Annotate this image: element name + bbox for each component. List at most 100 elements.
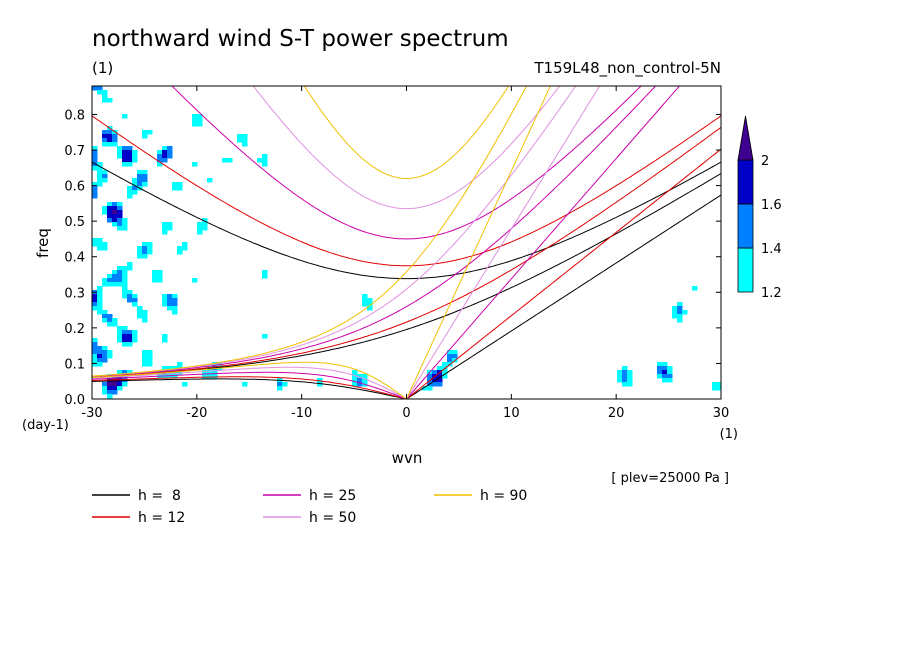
contour-cell: [107, 278, 113, 283]
contour-cell: [102, 206, 108, 211]
contour-cell: [97, 238, 103, 243]
contour-cell: [127, 330, 133, 335]
contour-cell: [92, 194, 98, 199]
contour-cell: [97, 182, 103, 187]
contour-cell: [677, 310, 683, 315]
contour-cell: [127, 186, 133, 191]
chart-subtitle-left: (1): [92, 59, 113, 77]
contour-cell: [107, 218, 113, 223]
contour-cell: [622, 366, 628, 371]
contour-cell: [102, 278, 108, 283]
contour-cell: [127, 342, 133, 347]
contour-cell: [112, 218, 118, 223]
contour-cell: [192, 118, 198, 123]
contour-cell: [167, 366, 173, 371]
contour-cell: [662, 370, 668, 375]
contour-cell: [117, 270, 123, 275]
contour-cell: [102, 358, 108, 363]
contour-cell: [137, 182, 143, 187]
contour-cell: [127, 262, 133, 267]
contour-cell: [117, 330, 123, 335]
contour-cell: [662, 378, 668, 383]
plot-area: [91, 85, 722, 400]
contour-cell: [117, 326, 123, 331]
contour-cell: [107, 394, 113, 399]
contour-cell: [442, 362, 448, 367]
colorbar-label: 2: [761, 154, 769, 169]
contour-cell: [97, 170, 103, 175]
contour-cell: [197, 226, 203, 231]
contour-cell: [132, 334, 138, 339]
contour-cell: [112, 134, 118, 139]
contour-cell: [237, 134, 243, 139]
contour-cell: [122, 382, 128, 387]
contour-cell: [237, 138, 243, 143]
contour-cell: [132, 302, 138, 307]
contour-cell: [197, 118, 203, 123]
contour-cell: [102, 310, 108, 315]
contour-cell: [207, 374, 213, 379]
contour-cell: [112, 274, 118, 279]
contour-cell: [92, 302, 98, 307]
curve-mrg-h50: [92, 86, 577, 377]
contour-cell: [147, 354, 153, 359]
y-tick-label: 0.7: [64, 144, 85, 159]
contour-cell: [107, 350, 113, 355]
contour-cell: [152, 270, 158, 275]
contour-cell: [102, 130, 108, 135]
contour-cell: [667, 374, 673, 379]
contour-cell: [167, 306, 173, 311]
contour-cell: [447, 350, 453, 355]
contour-cell: [142, 246, 148, 251]
x-tick-label: 10: [503, 406, 520, 421]
contour-cell: [242, 142, 248, 147]
contour-cell: [122, 218, 128, 223]
contour-cell: [107, 98, 113, 103]
contour-cell: [92, 362, 98, 367]
contour-cell: [132, 186, 138, 191]
contour-cell: [627, 370, 633, 375]
contour-cell: [122, 150, 128, 155]
curve-er-h8: [92, 378, 407, 399]
contour-cell: [317, 382, 323, 387]
contour-cell: [172, 182, 178, 187]
contour-cell: [357, 374, 363, 379]
contour-cell: [197, 230, 203, 235]
contour-cell: [142, 250, 148, 255]
contour-cell: [162, 226, 168, 231]
contour-cell: [437, 382, 443, 387]
contour-cell: [117, 226, 123, 231]
contour-cell: [157, 154, 163, 159]
contour-cell: [102, 98, 108, 103]
contour-cell: [107, 206, 113, 211]
colorbar-arrow: [737, 115, 754, 161]
contour-cell: [172, 306, 178, 311]
contour-cell: [142, 350, 148, 355]
contour-cell: [107, 314, 113, 319]
contour-cell: [657, 362, 663, 367]
contour-cell: [117, 386, 123, 391]
contour-cell: [162, 146, 168, 151]
contour-cell: [422, 386, 428, 391]
contour-cell: [682, 310, 688, 315]
contour-cell: [102, 90, 108, 95]
contour-cell: [107, 274, 113, 279]
colorbar-box: [737, 203, 754, 249]
contour-cell: [667, 370, 673, 375]
y-tick-label: 0.3: [64, 286, 85, 301]
curve-mrg-h12: [92, 126, 721, 378]
contour-cell: [147, 358, 153, 363]
contour-cell: [97, 298, 103, 303]
contour-cell: [102, 390, 108, 395]
contour-cell: [92, 162, 98, 167]
contour-cell: [437, 374, 443, 379]
contour-cell: [117, 266, 123, 271]
contour-cell: [162, 150, 168, 155]
contour-cell: [357, 378, 363, 383]
contour-cell: [97, 354, 103, 359]
contour-cell: [442, 374, 448, 379]
contour-cell: [102, 314, 108, 319]
contour-cell: [122, 290, 128, 295]
contour-cell: [242, 382, 248, 387]
